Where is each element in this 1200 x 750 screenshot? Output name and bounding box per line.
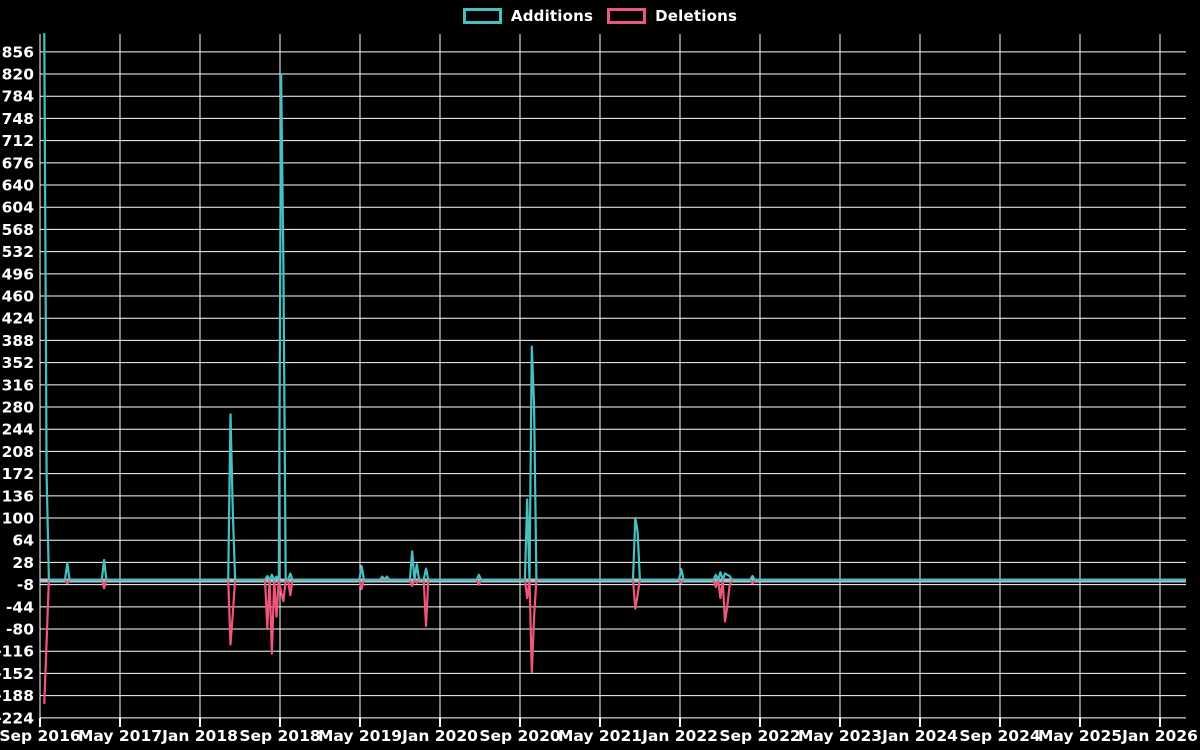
y-tick-label: -188: [0, 687, 34, 705]
y-tick-label: 100: [2, 510, 35, 528]
y-tick-label: 496: [2, 265, 34, 283]
y-tick-label: 136: [2, 487, 34, 505]
y-tick-label: 208: [2, 443, 34, 461]
y-tick-label: 424: [2, 310, 35, 328]
y-tick-label: 640: [2, 177, 35, 195]
y-tick-label: -224: [0, 709, 34, 727]
y-tick-label: 676: [2, 154, 34, 172]
x-tick-label: Jan 2024: [881, 727, 958, 745]
y-tick-label: 64: [12, 532, 34, 550]
y-tick-label: 820: [2, 66, 35, 84]
x-tick-label: May 2017: [78, 727, 162, 745]
y-tick-label: 568: [2, 221, 34, 239]
x-tick-label: Sep 2018: [239, 727, 320, 745]
y-tick-label: 532: [2, 243, 34, 261]
x-tick-label: Jan 2026: [1121, 727, 1198, 745]
grid-lines: [39, 34, 1186, 727]
y-tick-label: 352: [2, 354, 34, 372]
x-tick-label: Sep 2016: [0, 727, 81, 745]
y-tick-label: 784: [2, 88, 35, 106]
legend-label-deletions: Deletions: [655, 7, 738, 25]
additions-swatch-icon: [462, 8, 502, 24]
y-axis-labels: 856 820 784 748 712 676 640 604 568 532 496 460 424 3…: [0, 43, 34, 727]
x-tick-label: Sep 2024: [959, 727, 1041, 745]
legend-label-additions: Additions: [510, 7, 594, 25]
y-tick-label: 316: [2, 376, 34, 394]
y-tick-label: 460: [2, 288, 35, 306]
y-tick-label: -8: [17, 576, 34, 594]
y-tick-label: 856: [2, 43, 34, 61]
y-tick-label: 172: [2, 465, 34, 483]
y-tick-label: 280: [2, 399, 35, 417]
x-tick-label: May 2019: [318, 727, 402, 745]
x-tick-label: Sep 2022: [719, 727, 800, 745]
x-tick-label: Sep 2020: [479, 727, 561, 745]
y-tick-label: 604: [2, 199, 35, 217]
y-tick-label: 388: [2, 332, 34, 350]
x-tick-label: May 2021: [558, 727, 642, 745]
y-tick-label: -80: [6, 621, 34, 639]
y-tick-label: 244: [2, 421, 35, 439]
chart-legend: Additions Deletions: [0, 7, 1200, 25]
legend-item-additions[interactable]: Additions: [462, 7, 594, 25]
y-tick-label: 712: [2, 132, 34, 150]
x-tick-label: Jan 2018: [161, 727, 238, 745]
deletions-line: [43, 578, 1187, 705]
y-tick-label: 748: [2, 110, 34, 128]
y-tick-label: -152: [0, 665, 34, 683]
y-tick-label: -44: [6, 598, 34, 616]
x-tick-label: Jan 2022: [641, 727, 718, 745]
y-tick-label: -116: [0, 643, 34, 661]
y-tick-label: 28: [12, 554, 34, 572]
legend-item-deletions[interactable]: Deletions: [607, 7, 737, 25]
additions-line: [43, 32, 1187, 581]
x-tick-label: Jan 2020: [401, 727, 478, 745]
deletions-swatch-icon: [607, 8, 647, 24]
x-tick-label: May 2025: [1038, 727, 1122, 745]
x-tick-label: May 2023: [798, 727, 882, 745]
